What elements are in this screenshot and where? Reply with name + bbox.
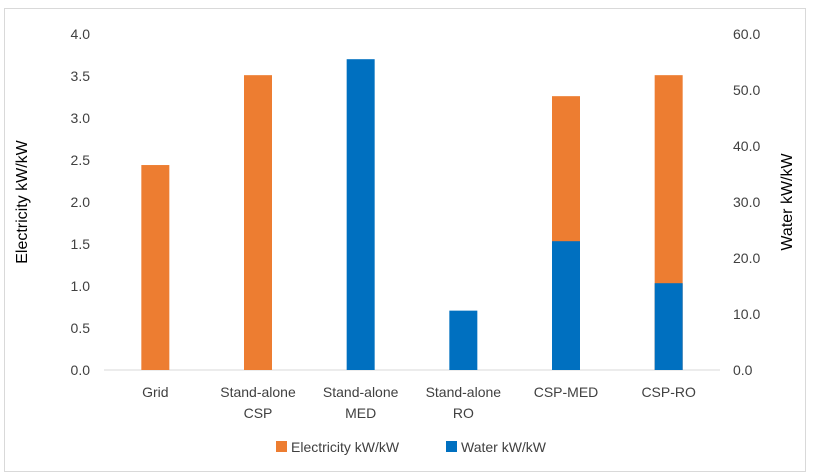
right-axis-ticks: 0.0 10.0 20.0 30.0 40.0 50.0 60.0 [733, 26, 760, 378]
category-label: Grid [142, 384, 168, 400]
water-bar [346, 59, 375, 370]
category-label: RO [453, 405, 474, 421]
water-bar [552, 241, 580, 370]
legend-label: Electricity kW/kW [291, 439, 400, 455]
category-label: Stand-alone [220, 384, 296, 400]
right-tick-label: 40.0 [733, 138, 760, 154]
category-axis-labels: Grid Stand-alone CSP Stand-alone MED Stand-al… [142, 384, 696, 421]
legend: Electricity kW/kW Water kW/kW [276, 439, 547, 455]
category-label: MED [345, 405, 376, 421]
category-label: Stand-alone [426, 384, 502, 400]
legend-swatch [276, 441, 287, 452]
category-label: Stand-alone [323, 384, 399, 400]
legend-label: Water kW/kW [461, 439, 547, 455]
water-bar [654, 283, 683, 370]
category-label: CSP-MED [534, 384, 599, 400]
left-tick-label: 2.0 [71, 194, 91, 210]
left-tick-label: 3.0 [71, 110, 91, 126]
right-axis-title: Water kW/kW [779, 153, 796, 251]
category-label: CSP-RO [641, 384, 696, 400]
right-tick-label: 10.0 [733, 306, 760, 322]
left-tick-label: 1.5 [71, 236, 91, 252]
left-tick-label: 4.0 [71, 26, 91, 42]
right-tick-label: 20.0 [733, 250, 760, 266]
left-axis-title: Electricity kW/kW [14, 139, 31, 263]
left-axis-ticks: 0.0 0.5 1.0 1.5 2.0 2.5 3.0 3.5 4.0 [71, 26, 91, 378]
electricity-bar [141, 165, 170, 370]
bars [141, 59, 683, 370]
left-tick-label: 1.0 [71, 278, 91, 294]
left-tick-label: 2.5 [71, 152, 91, 168]
legend-swatch [446, 441, 457, 452]
water-bar [449, 310, 478, 370]
left-tick-label: 3.5 [71, 68, 91, 84]
electricity-bar [244, 75, 272, 370]
right-tick-label: 60.0 [733, 26, 760, 42]
right-tick-label: 30.0 [733, 194, 760, 210]
left-tick-label: 0.0 [71, 362, 91, 378]
right-tick-label: 50.0 [733, 82, 760, 98]
right-tick-label: 0.0 [733, 362, 753, 378]
category-label: CSP [244, 405, 273, 421]
left-tick-label: 0.5 [71, 320, 91, 336]
